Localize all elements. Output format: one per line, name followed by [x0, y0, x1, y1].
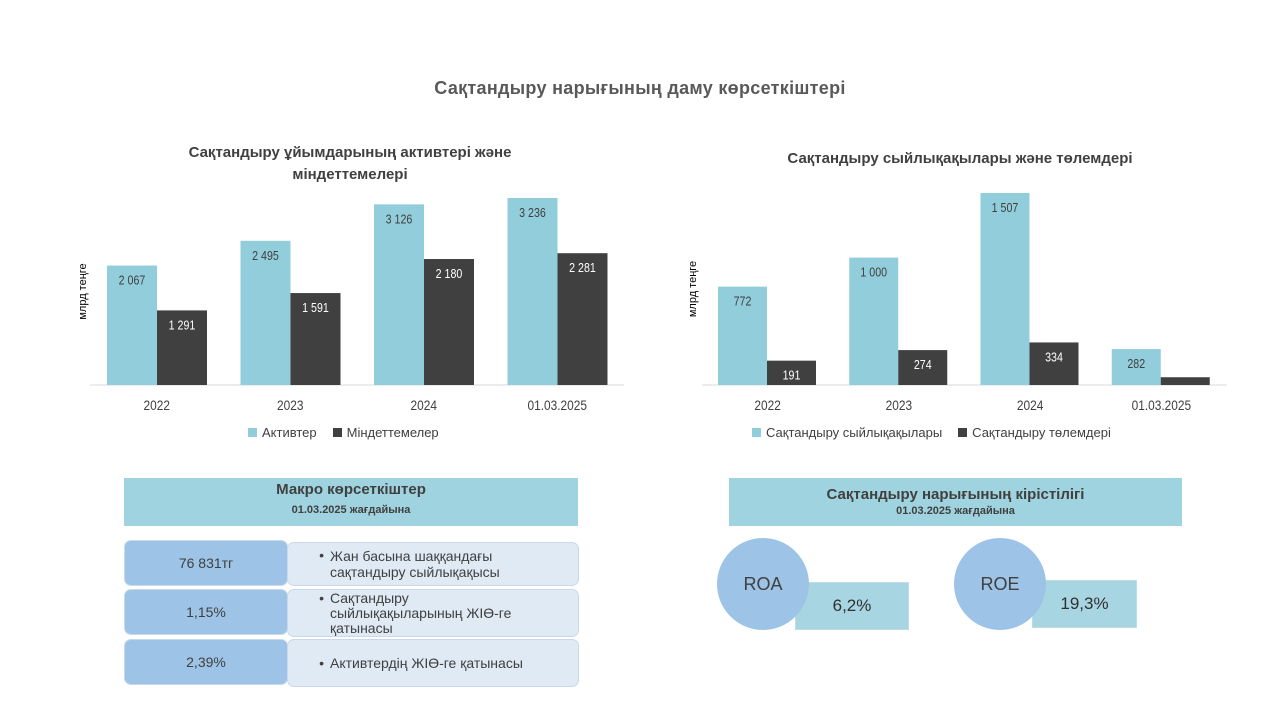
roa-circle: ROA — [717, 538, 809, 630]
bar — [980, 193, 1030, 385]
roe-circle: ROE — [954, 538, 1046, 630]
legend-swatch — [332, 428, 342, 437]
bar — [1029, 342, 1079, 385]
bullet-icon: • — [319, 590, 324, 606]
data-label: 282 — [1127, 356, 1145, 371]
legend-swatch — [248, 428, 257, 437]
x-tick-label: 2023 — [886, 397, 912, 410]
page-title: Сақтандыру нарығының даму көрсеткіштері — [434, 78, 846, 98]
data-label: 2 281 — [569, 260, 596, 275]
macro-value: 2,39% — [124, 639, 288, 685]
bar — [290, 293, 341, 385]
chart-legend: Сақтандыру сыйлықақылары Сақтандыру төлем… — [752, 425, 1127, 440]
macro-row: 2,39% • Активтердің ЖІӨ-ге қатынасы — [124, 639, 579, 687]
roa-value: 6,2% — [795, 582, 909, 630]
legend-label: Сақтандыру сыйлықақылары — [766, 425, 943, 440]
macro-row: 1,15% • Сақтандыру сыйлықақыларының ЖІӨ-… — [124, 589, 579, 637]
bar — [1160, 377, 1210, 385]
bar — [767, 360, 816, 385]
bar — [898, 350, 948, 385]
chart-title-line-1: Сақтандыру сыйлықақылары және төлемдері — [787, 150, 1133, 167]
chart-title: Сақтандыру ұйымдарының активтері және мі… — [60, 142, 640, 186]
chart-title-line-1: Сақтандыру ұйымдарының активтері және — [188, 144, 512, 161]
macro-desc-line: Жан басына шаққандағы — [330, 548, 493, 564]
y-axis-label: млрд теңге — [77, 263, 89, 319]
macro-desc-line: Активтердің ЖІӨ-ге қатынасы — [330, 655, 523, 671]
data-label: 274 — [914, 357, 932, 372]
chart-legend: Активтер Міндеттемелер — [248, 425, 455, 440]
x-tick-label: 2024 — [1017, 397, 1043, 410]
data-label: 334 — [1045, 349, 1063, 364]
legend-item: Активтер — [248, 425, 317, 440]
chart-title: Сақтандыру сыйлықақылары және төлемдері — [680, 148, 1240, 170]
bar — [240, 240, 291, 385]
legend-item: Міндеттемелер — [332, 425, 439, 440]
profitability-subtitle: 01.03.2025 жағдайына — [896, 505, 1015, 517]
bar — [157, 310, 207, 385]
chart-assets-liabilities: Сақтандыру ұйымдарының активтері және мі… — [60, 140, 640, 450]
data-label: 2 067 — [119, 273, 146, 288]
bar — [718, 286, 767, 385]
y-axis-label: млрд теңге — [687, 261, 699, 317]
macro-header: Макро көрсеткіштер 01.03.2025 жағдайына — [124, 478, 578, 526]
macro-desc-line: Сақтандыру — [330, 589, 409, 606]
bullet-icon: • — [319, 655, 324, 671]
data-label: 1 291 — [169, 317, 196, 332]
bar — [849, 257, 899, 385]
data-label: 772 — [734, 294, 752, 309]
legend-label: Сақтандыру төлемдері — [972, 425, 1111, 440]
data-label: 1 507 — [992, 200, 1019, 215]
bar — [374, 204, 424, 385]
legend-label: Міндеттемелер — [346, 425, 439, 440]
macro-desc-line: қатынасы — [330, 619, 393, 636]
x-tick-label: 01.03.2025 — [1132, 397, 1192, 410]
bar — [424, 259, 474, 385]
data-label: 2 180 — [436, 266, 463, 281]
x-tick-label: 2022 — [144, 397, 170, 410]
profitability-header: Сақтандыру нарығының кірістілігі 01.03.2… — [729, 478, 1182, 526]
macro-title: Макро көрсеткіштер — [276, 481, 426, 498]
macro-value: 1,15% — [124, 589, 288, 635]
macro-desc: • Сақтандыру сыйлықақыларының ЖІӨ-ге қат… — [287, 589, 579, 637]
profitability-title: Сақтандыру нарығының кірістілігі — [826, 486, 1085, 503]
legend-swatch — [958, 428, 968, 437]
legend-label: Активтер — [262, 425, 317, 440]
data-label: 61 — [1179, 384, 1191, 399]
roe-value: 19,3% — [1032, 580, 1137, 628]
bar — [107, 265, 157, 385]
chart-premiums-payments: Сақтандыру сыйлықақылары және төлемдері … — [680, 140, 1240, 450]
data-label: 1 591 — [302, 300, 329, 315]
data-label: 2 495 — [252, 248, 279, 263]
macro-desc: • Активтердің ЖІӨ-ге қатынасы — [287, 639, 579, 687]
data-label: 3 126 — [386, 211, 413, 226]
bar — [557, 253, 608, 385]
data-label: 1 000 — [860, 265, 887, 280]
macro-desc: • Жан басына шаққандағы сақтандыру сыйлы… — [287, 542, 579, 586]
data-label: 191 — [783, 368, 801, 383]
macro-value: 76 831тг — [124, 540, 288, 586]
bullet-icon: • — [319, 547, 324, 563]
legend-item: Сақтандыру сыйлықақылары — [752, 425, 942, 440]
data-label: 3 236 — [519, 205, 546, 220]
macro-desc-line: сыйлықақыларының ЖІӨ-ге — [330, 604, 512, 621]
macro-row: 76 831тг • Жан басына шаққандағы сақтанд… — [124, 540, 579, 586]
x-tick-label: 2023 — [277, 397, 303, 410]
macro-desc-line: сақтандыру сыйлықақысы — [330, 564, 500, 580]
x-tick-label: 2024 — [411, 397, 437, 410]
legend-swatch — [752, 428, 761, 437]
x-tick-label: 01.03.2025 — [527, 397, 587, 410]
bar-chart-svg: млрд теңге 2 067 1 291 2022 2 495 1 591 2023 3 … — [77, 198, 624, 410]
legend-item: Сақтандыру төлемдері — [958, 425, 1111, 440]
bar-chart-svg: млрд теңге 772 191 2022 1 000 274 2023 1 507 334… — [687, 193, 1227, 410]
chart-title-line-2: міндеттемелері — [292, 166, 408, 183]
x-tick-label: 2022 — [754, 397, 780, 410]
macro-subtitle: 01.03.2025 жағдайына — [291, 504, 411, 516]
bar — [1111, 349, 1161, 385]
bar — [507, 198, 558, 385]
